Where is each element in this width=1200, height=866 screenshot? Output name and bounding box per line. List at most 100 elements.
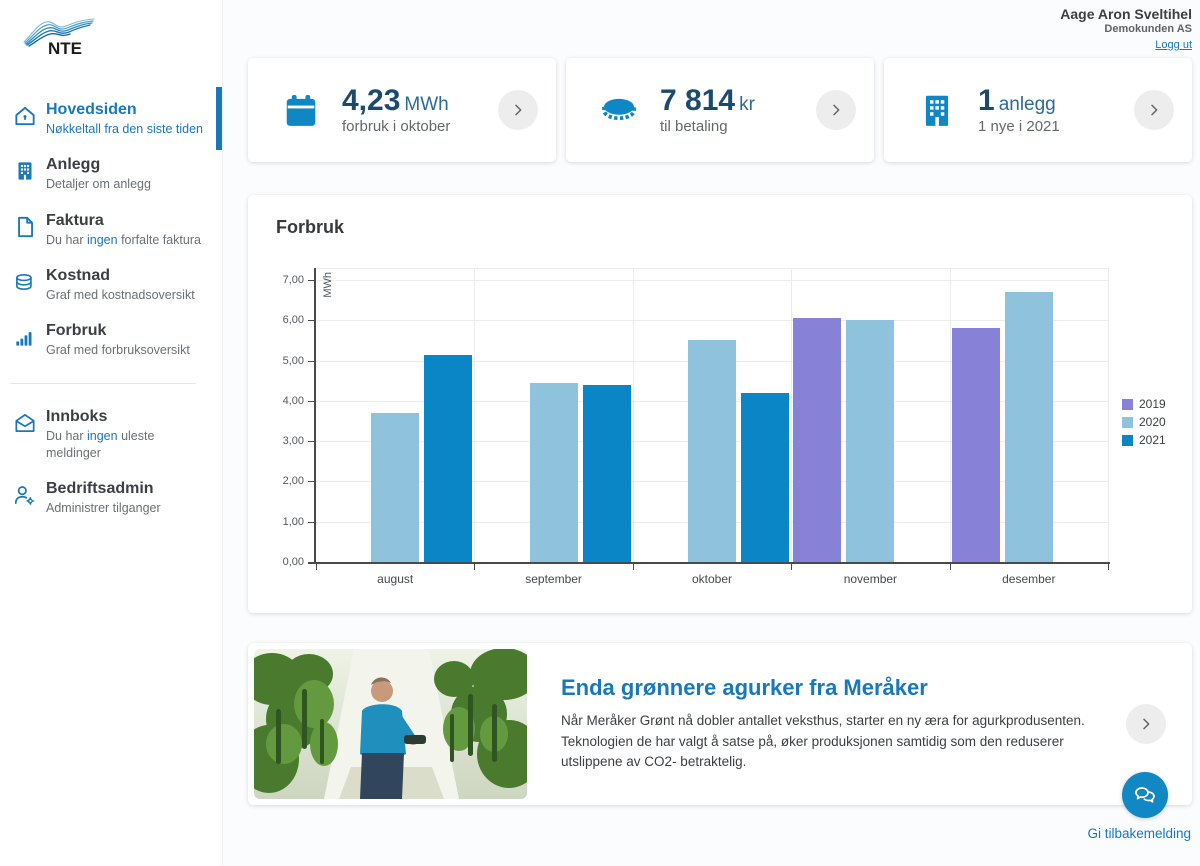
sidebar-item-hovedsiden[interactable]: Hovedsiden Nøkkeltall fra den siste tide…	[0, 86, 222, 151]
card-arrow-button[interactable]	[498, 90, 538, 130]
news-card[interactable]: Enda grønnere agurker fra Meråker Når Me…	[248, 643, 1192, 805]
y-axis-label: 0,00	[282, 556, 304, 568]
coins-icon	[16, 273, 32, 290]
legend-label: 2021	[1139, 433, 1166, 447]
sidebar-item-kostnad[interactable]: Kostnad Graf med kostnadsoversikt	[0, 257, 222, 312]
sidebar-item-bedriftsadmin[interactable]: Bedriftsadmin Administrer tilganger	[0, 470, 222, 525]
y-tick	[308, 521, 314, 523]
y-axis-label: 2,00	[282, 475, 304, 488]
inbox-icon	[15, 414, 35, 433]
y-tick	[308, 280, 314, 282]
card-subtitle: forbruk i oktober	[342, 118, 451, 136]
gridline-vertical	[791, 268, 793, 562]
x-tick	[1108, 564, 1109, 570]
building-icon	[18, 162, 32, 180]
coin-icon	[602, 98, 636, 121]
sidebar-item-subtitle: Graf med kostnadsoversikt	[46, 287, 195, 302]
y-axis	[314, 268, 316, 564]
x-tick	[632, 564, 634, 570]
sidebar-item-forbruk[interactable]: Forbruk Graf med forbruksoversikt	[0, 312, 222, 367]
admin-user-gear-icon	[14, 485, 35, 505]
plot-top-border	[316, 268, 1108, 269]
card-arrow-button[interactable]	[1134, 90, 1174, 130]
consumption-chart-card: Forbruk 0,00 1,00 2,00 3,00 4,00 5,00 6,00 7,00…	[248, 195, 1192, 613]
user-box: Aage Aron Sveltihel Demokunden AS Logg u…	[1060, 6, 1192, 53]
sidebar-item-subtitle: Detaljer om anlegg	[46, 177, 151, 192]
y-axis-label: 1,00	[282, 515, 304, 528]
bar-2020-desember	[1004, 292, 1053, 562]
news-title: Enda grønnere agurker fra Meråker	[561, 674, 928, 700]
stat-cards-row: 4,23 MWh forbruk i oktober 7 814 kr til be…	[248, 58, 1192, 162]
y-tick	[308, 400, 314, 402]
x-tick	[791, 564, 793, 570]
feedback-button[interactable]	[1122, 772, 1168, 818]
card-value: 1	[978, 83, 995, 117]
sidebar-item-subtitle: Graf med forbruksoversikt	[46, 343, 190, 357]
x-axis	[308, 562, 1110, 564]
feedback-link[interactable]: Gi tilbakemelding	[1087, 826, 1191, 841]
main-area: Aage Aron Sveltihel Demokunden AS Logg u…	[224, 0, 1200, 866]
legend-swatch	[1122, 434, 1133, 446]
sidebar-item-anlegg[interactable]: Anlegg Detaljer om anlegg	[0, 146, 222, 201]
nte-logo-text: NTE	[48, 39, 82, 58]
bar-2019-desember	[951, 328, 1000, 562]
bar-2019-november	[793, 318, 842, 562]
card-arrow-button[interactable]	[816, 90, 856, 130]
bar-2020-november	[846, 320, 895, 562]
card-subtitle: 1 nye i 2021	[978, 118, 1060, 136]
news-body: Når Meråker Grønt nå dobler antallet vek…	[561, 712, 1085, 770]
news-arrow-button[interactable]	[1126, 704, 1166, 744]
chevron-right-icon	[1151, 104, 1158, 116]
user-company: Demokunden AS	[1104, 23, 1192, 35]
home-icon	[15, 106, 35, 126]
card-facilities[interactable]: 1 anlegg 1 nye i 2021	[884, 58, 1192, 162]
sidebar-item-title: Innboks	[46, 408, 108, 426]
user-name: Aage Aron Sveltihel	[1060, 6, 1192, 22]
bar-chart-icon	[16, 332, 32, 346]
y-tick	[308, 320, 314, 322]
card-subtitle: til betaling	[660, 118, 728, 136]
y-tick	[308, 441, 314, 443]
chevron-right-icon	[1143, 718, 1150, 730]
card-consumption[interactable]: 4,23 MWh forbruk i oktober	[248, 58, 556, 162]
ingen-link[interactable]: ingen	[87, 232, 118, 247]
bar-2020-august	[371, 412, 420, 562]
bar-chart: 0,00 1,00 2,00 3,00 4,00 5,00 6,00 7,00 august se…	[248, 195, 1192, 613]
gridline-vertical	[949, 268, 951, 562]
sidebar-item-subtitle: Nøkkeltall fra den siste tiden	[46, 122, 204, 136]
sidebar-item-innboks[interactable]: Innboks Du har ingen uleste meldinger	[0, 398, 222, 470]
sidebar-item-title: Anlegg	[46, 156, 101, 174]
chart-title: Forbruk	[276, 217, 345, 237]
card-unit: MWh	[404, 93, 449, 115]
sidebar-item-faktura[interactable]: Faktura Du har ingen forfalte faktura	[0, 202, 222, 257]
gridline-vertical	[632, 268, 634, 562]
sidebar: NTE Hovedsiden Nøkkeltall fra den siste …	[0, 0, 223, 866]
y-axis-label: 5,00	[282, 354, 304, 367]
news-image	[254, 649, 527, 799]
sidebar-item-subtitle: Du har	[46, 429, 87, 444]
bar-2020-september	[529, 382, 578, 562]
sidebar-nav: Hovedsiden Nøkkeltall fra den siste tide…	[0, 86, 222, 525]
card-payment[interactable]: 7 814 kr til betaling	[566, 58, 874, 162]
logout-link[interactable]: Logg ut	[1155, 39, 1192, 51]
x-axis-label: oktober	[691, 572, 732, 586]
gridline	[316, 280, 1108, 282]
y-axis-label: 7,00	[282, 274, 304, 287]
bar-2021-oktober	[741, 392, 789, 562]
bar-2020-oktober	[688, 340, 736, 562]
legend-item: 2020	[1122, 415, 1166, 429]
legend-item: 2021	[1122, 433, 1166, 447]
x-axis-label: august	[377, 572, 414, 586]
bar-2021-august	[424, 354, 473, 562]
y-axis-label: 3,00	[282, 435, 304, 448]
x-tick	[474, 564, 476, 570]
gridline-vertical	[1108, 268, 1109, 562]
card-value: 7 814	[660, 83, 736, 117]
legend-item: 2019	[1122, 397, 1166, 411]
ingen-link[interactable]: ingen	[87, 429, 118, 444]
card-unit: anlegg	[998, 93, 1056, 115]
sidebar-item-subtitle-suffix: forfalte faktura	[117, 232, 201, 247]
gridline-vertical	[474, 268, 476, 562]
card-unit: kr	[739, 93, 755, 115]
chevron-right-icon	[515, 104, 522, 116]
